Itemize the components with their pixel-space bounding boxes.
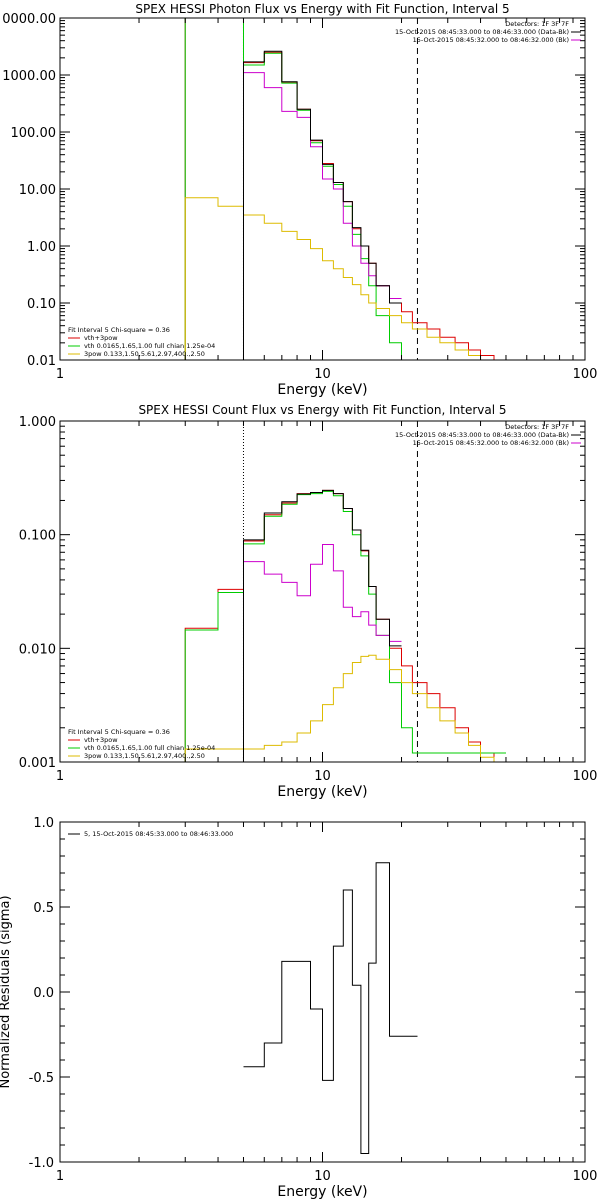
y-tick-label: 0.01 bbox=[27, 354, 56, 369]
series-group bbox=[184, 18, 506, 360]
series-line-5 bbox=[243, 50, 402, 360]
series-group bbox=[184, 489, 506, 762]
legend-entry-3: vth 0.0165,1.65,1.00 full chian 1.25e-04 bbox=[84, 342, 215, 350]
header-line-3: 15-Oct-2015 08:45:32.000 to 08:46:32.000… bbox=[413, 439, 569, 447]
legend-entry-4: 3pow 0.133,1.50,5.61,2.97,400.,2.50 bbox=[84, 752, 205, 760]
y-tick-label: 1.00 bbox=[27, 240, 56, 255]
legend-entry-4: 3pow 0.133,1.50,5.61,2.97,400.,2.50 bbox=[84, 350, 205, 358]
header-line-2: 15-Oct-2015 08:45:33.000 to 08:46:33.000… bbox=[395, 28, 569, 36]
x-tick-label: 1 bbox=[56, 367, 64, 382]
x-tick-label: 100 bbox=[573, 367, 598, 382]
series-line-3 bbox=[184, 654, 506, 762]
chart-panel-2: SPEX HESSI Count Flux vs Energy with Fit… bbox=[19, 403, 598, 800]
y-tick-label: 0000.00 bbox=[2, 12, 56, 27]
series-line-4 bbox=[243, 72, 402, 360]
series-line-1 bbox=[184, 18, 506, 360]
series-group bbox=[243, 862, 418, 1154]
plot-frame bbox=[59, 17, 586, 361]
series-line-5 bbox=[243, 489, 402, 762]
y-tick-label: 0.010 bbox=[19, 642, 56, 657]
x-axis-label: Energy (keV) bbox=[277, 1184, 367, 1200]
y-tick-label: 0.5 bbox=[33, 901, 54, 916]
chart-title: SPEX HESSI Count Flux vs Energy with Fit… bbox=[138, 403, 506, 417]
x-axis-label: Energy (keV) bbox=[277, 382, 367, 398]
series-line-2 bbox=[184, 490, 506, 762]
y-tick-label: 0.100 bbox=[19, 529, 56, 544]
legend-entry-2: vth+3pow bbox=[84, 334, 118, 342]
x-tick-label: 10 bbox=[314, 367, 331, 382]
plot-frame bbox=[59, 821, 586, 1163]
y-tick-label: 0.001 bbox=[19, 756, 56, 771]
y-tick-label: 1.0 bbox=[33, 816, 54, 831]
y-tick-label: 1.000 bbox=[19, 415, 56, 430]
series-line-1 bbox=[243, 862, 418, 1154]
series-line-2 bbox=[184, 18, 506, 360]
header-line-3: 15-Oct-2015 08:45:32.000 to 08:46:32.000… bbox=[413, 36, 569, 44]
x-tick-label: 100 bbox=[573, 769, 598, 784]
y-tick-label: -0.5 bbox=[29, 1071, 54, 1086]
series-line-1 bbox=[184, 489, 506, 762]
legend-entry-1: Fit Interval 5 Chi-square = 0.36 bbox=[68, 326, 170, 334]
legend-entry-3: vth 0.0165,1.65,1.00 full chian 1.25e-04 bbox=[84, 744, 215, 752]
y-tick-label: 100.00 bbox=[11, 126, 57, 141]
header-line-1: Detectors: 1F 3F 7F bbox=[505, 20, 569, 28]
chart-panel-3: 1 10 100 Energy (keV) -1.0 -0.5 0.0 0.5 1.0 Norma… bbox=[0, 816, 597, 1200]
chart-panel-1: SPEX HESSI Photon Flux vs Energy with Fi… bbox=[2, 2, 597, 398]
y-tick-label: 0.0 bbox=[33, 986, 54, 1001]
series-line-4 bbox=[243, 544, 402, 762]
header-line-2: 15-Oct-2015 08:45:33.000 to 08:46:33.000… bbox=[395, 431, 569, 439]
x-tick-label: 100 bbox=[573, 1169, 598, 1184]
legend-entry-2: vth+3pow bbox=[84, 736, 118, 744]
y-tick-label: 1000.00 bbox=[2, 69, 56, 84]
x-tick-label: 10 bbox=[314, 1169, 331, 1184]
x-tick-label: 10 bbox=[314, 769, 331, 784]
legend-entry-1: Fit Interval 5 Chi-square = 0.36 bbox=[68, 728, 170, 736]
chart-title: SPEX HESSI Photon Flux vs Energy with Fi… bbox=[135, 2, 509, 16]
x-axis-label: Energy (keV) bbox=[277, 784, 367, 800]
y-tick-label: 10.00 bbox=[19, 183, 56, 198]
x-tick-label: 1 bbox=[56, 1169, 64, 1184]
legend-entry-1: 5, 15-Oct-2015 08:45:33.000 to 08:46:33.… bbox=[84, 830, 233, 838]
y-tick-label: -1.0 bbox=[29, 1156, 54, 1171]
y-tick-label: 0.10 bbox=[27, 297, 56, 312]
x-tick-label: 1 bbox=[56, 769, 64, 784]
header-line-1: Detectors: 1F 3F 7F bbox=[505, 423, 569, 431]
series-line-3 bbox=[184, 197, 506, 360]
y-axis-label: Normalized Residuals (sigma) bbox=[0, 895, 13, 1088]
